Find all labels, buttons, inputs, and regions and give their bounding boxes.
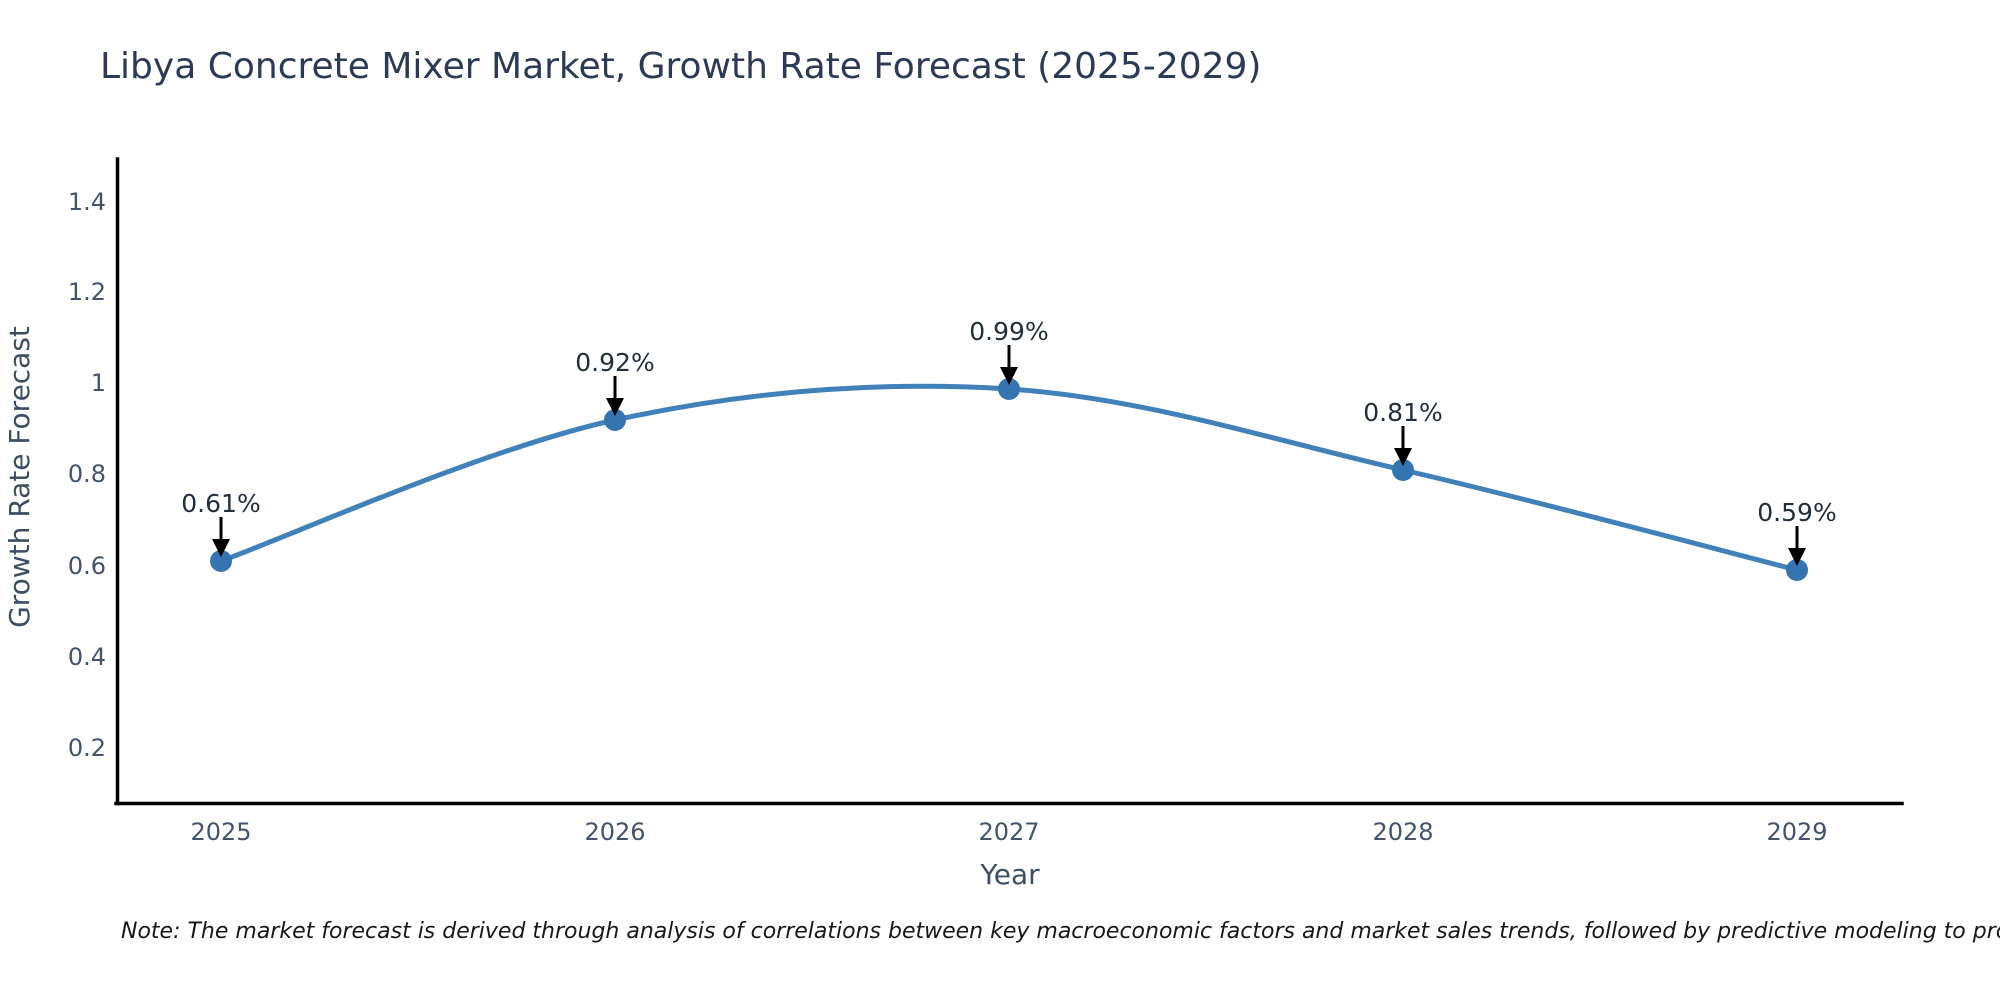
annotation-arrow-2029 xyxy=(1788,526,1806,566)
data-point-2028 xyxy=(1392,459,1414,481)
annotation-arrow-2026 xyxy=(606,376,624,416)
point-label-2027: 0.99% xyxy=(969,317,1048,346)
point-label-2025: 0.61% xyxy=(181,489,260,518)
arrow-head-icon xyxy=(212,539,230,557)
y-tick-label: 1 xyxy=(91,369,106,397)
arrow-head-icon xyxy=(1788,548,1806,566)
x-tick-label: 2025 xyxy=(190,818,251,846)
y-tick-label: 1.4 xyxy=(68,188,106,216)
data-point-2025 xyxy=(210,550,232,572)
y-tick-label: 0.4 xyxy=(68,643,106,671)
data-point-markers xyxy=(210,378,1808,581)
point-label-2029: 0.59% xyxy=(1757,498,1836,527)
y-tick-label: 1.2 xyxy=(68,278,106,306)
annotation-arrows xyxy=(212,345,1806,566)
point-label-2026: 0.92% xyxy=(575,348,654,377)
data-point-2027 xyxy=(998,378,1020,400)
chart-title: Libya Concrete Mixer Market, Growth Rate… xyxy=(100,46,1261,87)
x-axis-label: Year xyxy=(979,858,1040,891)
y-axis-label: Growth Rate Forecast xyxy=(3,326,36,628)
y-tick-label: 0.8 xyxy=(68,460,106,488)
footnote: Note: The market forecast is derived thr… xyxy=(121,919,2000,944)
x-tick-label: 2029 xyxy=(1766,818,1827,846)
arrow-head-icon xyxy=(1000,367,1018,385)
x-tick-label: 2028 xyxy=(1372,818,1433,846)
x-tick-label: 2027 xyxy=(978,818,1039,846)
x-tick-label: 2026 xyxy=(584,818,645,846)
y-tick-label: 0.6 xyxy=(68,552,106,580)
annotation-arrow-2027 xyxy=(1000,345,1018,385)
growth-rate-line xyxy=(218,383,1800,573)
annotation-arrow-2025 xyxy=(212,517,230,557)
point-label-2028: 0.81% xyxy=(1363,398,1442,427)
annotation-arrow-2028 xyxy=(1394,426,1412,466)
arrow-head-icon xyxy=(1394,448,1412,466)
arrow-head-icon xyxy=(606,398,624,416)
y-tick-labels: 1.4 1.2 1 0.8 0.6 0.4 0.2 xyxy=(68,188,106,762)
annotation-labels: 0.61% 0.92% 0.99% 0.81% 0.59% xyxy=(181,317,1836,527)
data-point-2026 xyxy=(604,409,626,431)
y-tick-label: 0.2 xyxy=(68,734,106,762)
data-point-2029 xyxy=(1786,559,1808,581)
x-tick-labels: 2025 2026 2027 2028 2029 xyxy=(190,818,1827,846)
